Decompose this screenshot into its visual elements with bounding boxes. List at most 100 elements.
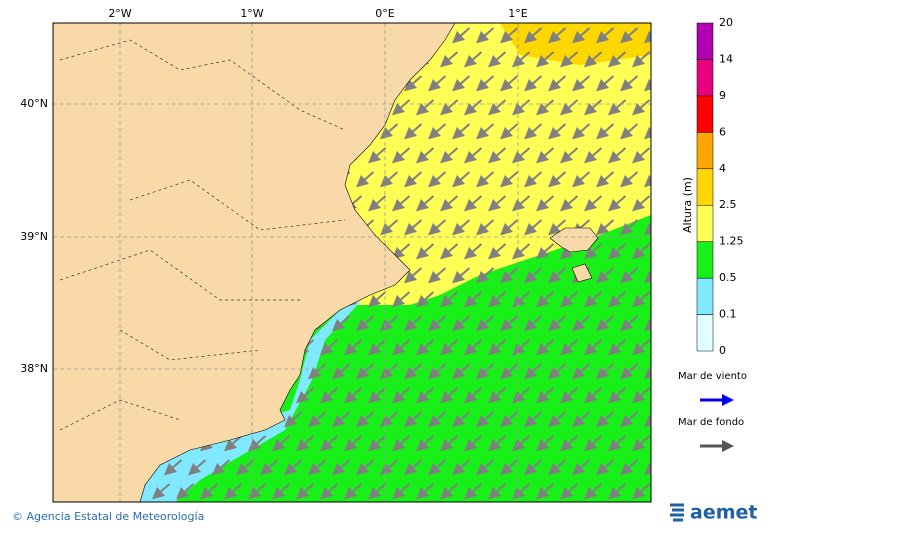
arrow	[547, 171, 567, 188]
arrow	[535, 483, 555, 500]
arrow	[271, 483, 291, 500]
arrow	[439, 195, 459, 212]
legend-label: Mar de fondo	[678, 417, 744, 428]
legend-arrowhead	[722, 440, 734, 452]
arrow	[595, 267, 615, 284]
arrow	[391, 483, 411, 500]
colorbar-label: 1.25	[719, 235, 744, 248]
arrow	[511, 147, 531, 164]
map-frame	[52, 22, 652, 503]
arrow	[511, 195, 531, 212]
arrow	[355, 171, 375, 188]
colorbar-bin	[696, 95, 714, 133]
arrow	[607, 483, 627, 500]
arrow	[523, 267, 543, 284]
arrow	[427, 171, 447, 188]
arrow	[403, 123, 423, 140]
arrow	[475, 27, 495, 44]
arrow	[571, 315, 591, 332]
arrow	[499, 363, 519, 380]
arrow	[523, 123, 543, 140]
arrow	[571, 75, 591, 92]
arrow	[451, 363, 471, 380]
arrow	[643, 171, 651, 188]
arrow	[403, 363, 423, 380]
logo: aemet	[670, 502, 757, 524]
arrow	[391, 291, 411, 308]
arrow	[451, 315, 471, 332]
arrow	[175, 483, 195, 500]
arrow	[607, 387, 627, 404]
arrow	[523, 315, 543, 332]
arrow	[415, 291, 435, 308]
arrow	[499, 75, 519, 92]
arrow	[583, 339, 603, 356]
colorbar-label: 0.5	[719, 271, 737, 284]
arrow	[151, 483, 171, 500]
arrow	[367, 147, 387, 164]
arrow	[463, 483, 483, 500]
colorbar-bin	[696, 277, 714, 315]
arrow	[379, 219, 399, 236]
arrow	[607, 339, 627, 356]
arrow	[595, 315, 615, 332]
arrow	[475, 459, 495, 476]
arrow	[487, 483, 507, 500]
arrow	[463, 51, 483, 68]
arrow	[511, 243, 531, 260]
arrow	[547, 27, 567, 44]
arrow	[367, 339, 387, 356]
arrow	[427, 411, 447, 428]
arrow	[463, 435, 483, 452]
arrow	[475, 75, 495, 92]
arrow	[283, 411, 303, 428]
arrow	[559, 291, 579, 308]
lon-label: 2°W	[108, 7, 131, 20]
arrow	[391, 99, 411, 116]
arrow	[295, 435, 315, 452]
arrow	[343, 339, 363, 356]
arrow	[607, 99, 627, 116]
arrow	[463, 243, 483, 260]
arrow	[583, 291, 603, 308]
lon-label: 0°E	[375, 7, 394, 20]
arrow	[475, 171, 495, 188]
arrow	[619, 363, 639, 380]
arrow	[187, 459, 207, 476]
arrow	[535, 51, 555, 68]
arrow	[523, 75, 543, 92]
arrow	[415, 99, 435, 116]
arrow	[559, 387, 579, 404]
arrow	[643, 123, 651, 140]
arrow	[403, 267, 423, 284]
arrow	[547, 75, 567, 92]
arrow	[367, 435, 387, 452]
arrow	[523, 171, 543, 188]
arrow	[535, 195, 555, 212]
arrow	[223, 483, 243, 500]
arrow	[439, 435, 459, 452]
arrow	[295, 483, 315, 500]
arrow	[271, 435, 291, 452]
arrow	[559, 195, 579, 212]
arrow	[355, 411, 375, 428]
arrow	[583, 195, 603, 212]
arrow	[379, 171, 399, 188]
colorbar: 0 0.1 0.5 1.25 2.5 4 6 9 14 20	[696, 16, 744, 357]
arrow	[631, 483, 651, 500]
arrow	[631, 243, 651, 260]
arrow	[583, 147, 603, 164]
arrow	[547, 123, 567, 140]
arrow	[415, 435, 435, 452]
borders	[59, 39, 346, 431]
arrow	[451, 459, 471, 476]
arrow	[619, 123, 639, 140]
lon-label: 1°W	[240, 7, 263, 20]
arrow	[499, 123, 519, 140]
arrow	[499, 219, 519, 236]
arrow	[415, 195, 435, 212]
arrow	[583, 483, 603, 500]
graticule	[53, 23, 651, 502]
colorbar-label: 9	[719, 89, 726, 102]
arrow	[595, 27, 615, 44]
